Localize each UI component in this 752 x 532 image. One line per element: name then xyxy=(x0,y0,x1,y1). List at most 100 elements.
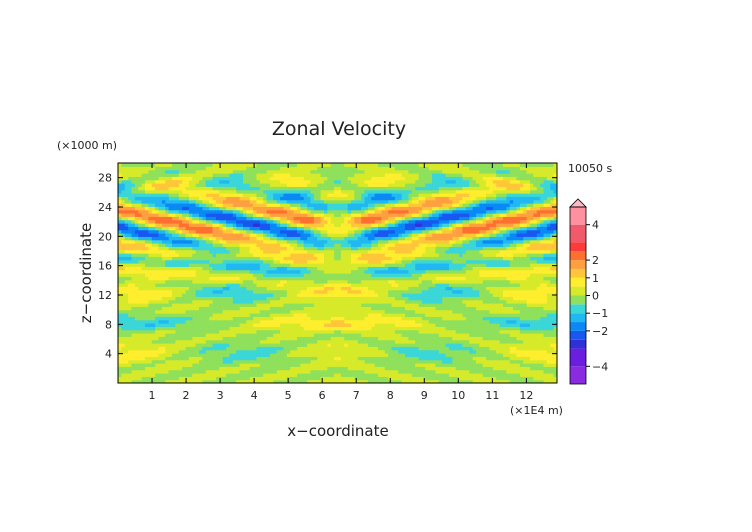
heatmap-cell xyxy=(320,286,325,291)
heatmap-cell xyxy=(519,359,524,364)
heatmap-cell xyxy=(398,353,403,357)
heatmap-cell xyxy=(145,363,149,367)
heatmap-cell xyxy=(415,326,420,331)
heatmap-cell xyxy=(523,283,528,287)
heatmap-cell xyxy=(310,326,315,331)
heatmap-cell xyxy=(492,263,497,267)
heatmap-cell xyxy=(445,273,450,277)
heatmap-cell xyxy=(337,303,342,307)
heatmap-cell xyxy=(502,313,507,317)
heatmap-cell xyxy=(310,363,315,367)
heatmap-cell xyxy=(462,379,467,383)
heatmap-cell xyxy=(418,333,423,337)
heatmap-cell xyxy=(462,339,467,344)
heatmap-cell xyxy=(502,289,507,294)
heatmap-cell xyxy=(226,359,231,364)
heatmap-cell xyxy=(452,309,457,314)
heatmap-cell xyxy=(509,313,514,317)
heatmap-cell xyxy=(482,293,487,297)
heatmap-cell xyxy=(300,353,305,357)
heatmap-cell xyxy=(367,373,372,377)
heatmap-cell xyxy=(381,316,386,321)
heatmap-cell xyxy=(492,329,497,334)
heatmap-cell xyxy=(415,296,420,301)
heatmap-cell xyxy=(172,329,177,334)
heatmap-cell xyxy=(489,309,494,314)
heatmap-cell xyxy=(239,346,244,351)
heatmap-cell xyxy=(303,353,308,357)
heatmap-cell xyxy=(459,379,464,383)
heatmap-cell xyxy=(384,316,389,321)
heatmap-cell xyxy=(523,296,528,301)
heatmap-cell xyxy=(361,276,366,281)
heatmap-cell xyxy=(452,356,457,361)
heatmap-cell xyxy=(148,366,153,371)
heatmap-cell xyxy=(367,266,372,271)
heatmap-cell xyxy=(553,366,557,371)
heatmap-cell xyxy=(188,336,193,341)
heatmap-cell xyxy=(340,369,345,374)
heatmap-cell xyxy=(408,336,413,341)
heatmap-cell xyxy=(242,323,247,327)
heatmap-cell xyxy=(290,266,295,271)
heatmap-cell xyxy=(337,283,342,287)
heatmap-cell xyxy=(283,369,288,374)
heatmap-cell xyxy=(398,279,403,284)
heatmap-cell xyxy=(185,299,190,304)
heatmap-cell xyxy=(361,336,366,341)
heatmap-cell xyxy=(222,339,227,344)
heatmap-cell xyxy=(313,279,318,284)
heatmap-cell xyxy=(303,379,308,383)
heatmap-cell xyxy=(145,309,149,314)
heatmap-cell xyxy=(134,269,139,274)
heatmap-cell xyxy=(215,353,220,357)
heatmap-cell xyxy=(398,296,403,301)
heatmap-cell xyxy=(405,263,410,267)
heatmap-cell xyxy=(432,363,437,367)
heatmap-cell xyxy=(148,319,153,324)
heatmap-cell xyxy=(459,369,464,374)
heatmap-cell xyxy=(151,303,156,307)
heatmap-cell xyxy=(445,359,450,364)
heatmap-cell xyxy=(536,356,541,361)
heatmap-cell xyxy=(131,343,136,347)
heatmap-cell xyxy=(384,353,389,357)
heatmap-cell xyxy=(361,323,366,327)
heatmap-cell xyxy=(290,316,295,321)
heatmap-cell xyxy=(259,309,264,314)
heatmap-cell xyxy=(489,269,494,274)
heatmap-cell xyxy=(286,263,291,267)
heatmap-cell xyxy=(242,299,247,304)
heatmap-cell xyxy=(161,343,166,347)
heatmap-cell xyxy=(553,353,557,357)
heatmap-cell xyxy=(155,286,160,291)
heatmap-cell xyxy=(192,333,197,337)
heatmap-cell xyxy=(432,319,437,324)
heatmap-cell xyxy=(280,273,285,277)
heatmap-cell xyxy=(509,279,514,284)
heatmap-cell xyxy=(421,336,426,341)
heatmap-cell xyxy=(367,346,372,351)
heatmap-cell xyxy=(540,323,545,327)
heatmap-cell xyxy=(448,349,453,354)
heatmap-cell xyxy=(168,286,173,291)
heatmap-cell xyxy=(388,303,393,307)
heatmap-cell xyxy=(378,343,382,347)
heatmap-cell xyxy=(543,376,548,381)
heatmap-cell xyxy=(296,343,301,347)
heatmap-cell xyxy=(212,336,217,341)
heatmap-cell xyxy=(425,356,430,361)
heatmap-cell xyxy=(489,289,494,294)
heatmap-cell xyxy=(151,279,156,284)
heatmap-cell xyxy=(452,329,457,334)
heatmap-cell xyxy=(452,313,457,317)
heatmap-cell xyxy=(172,273,177,277)
heatmap-cell xyxy=(513,366,518,371)
heatmap-cell xyxy=(161,263,166,267)
heatmap-cell xyxy=(188,373,193,377)
heatmap-cell xyxy=(239,293,244,297)
heatmap-cell xyxy=(215,329,220,334)
heatmap-cell xyxy=(330,366,335,371)
heatmap-cell xyxy=(168,306,173,311)
heatmap-cell xyxy=(145,279,149,284)
